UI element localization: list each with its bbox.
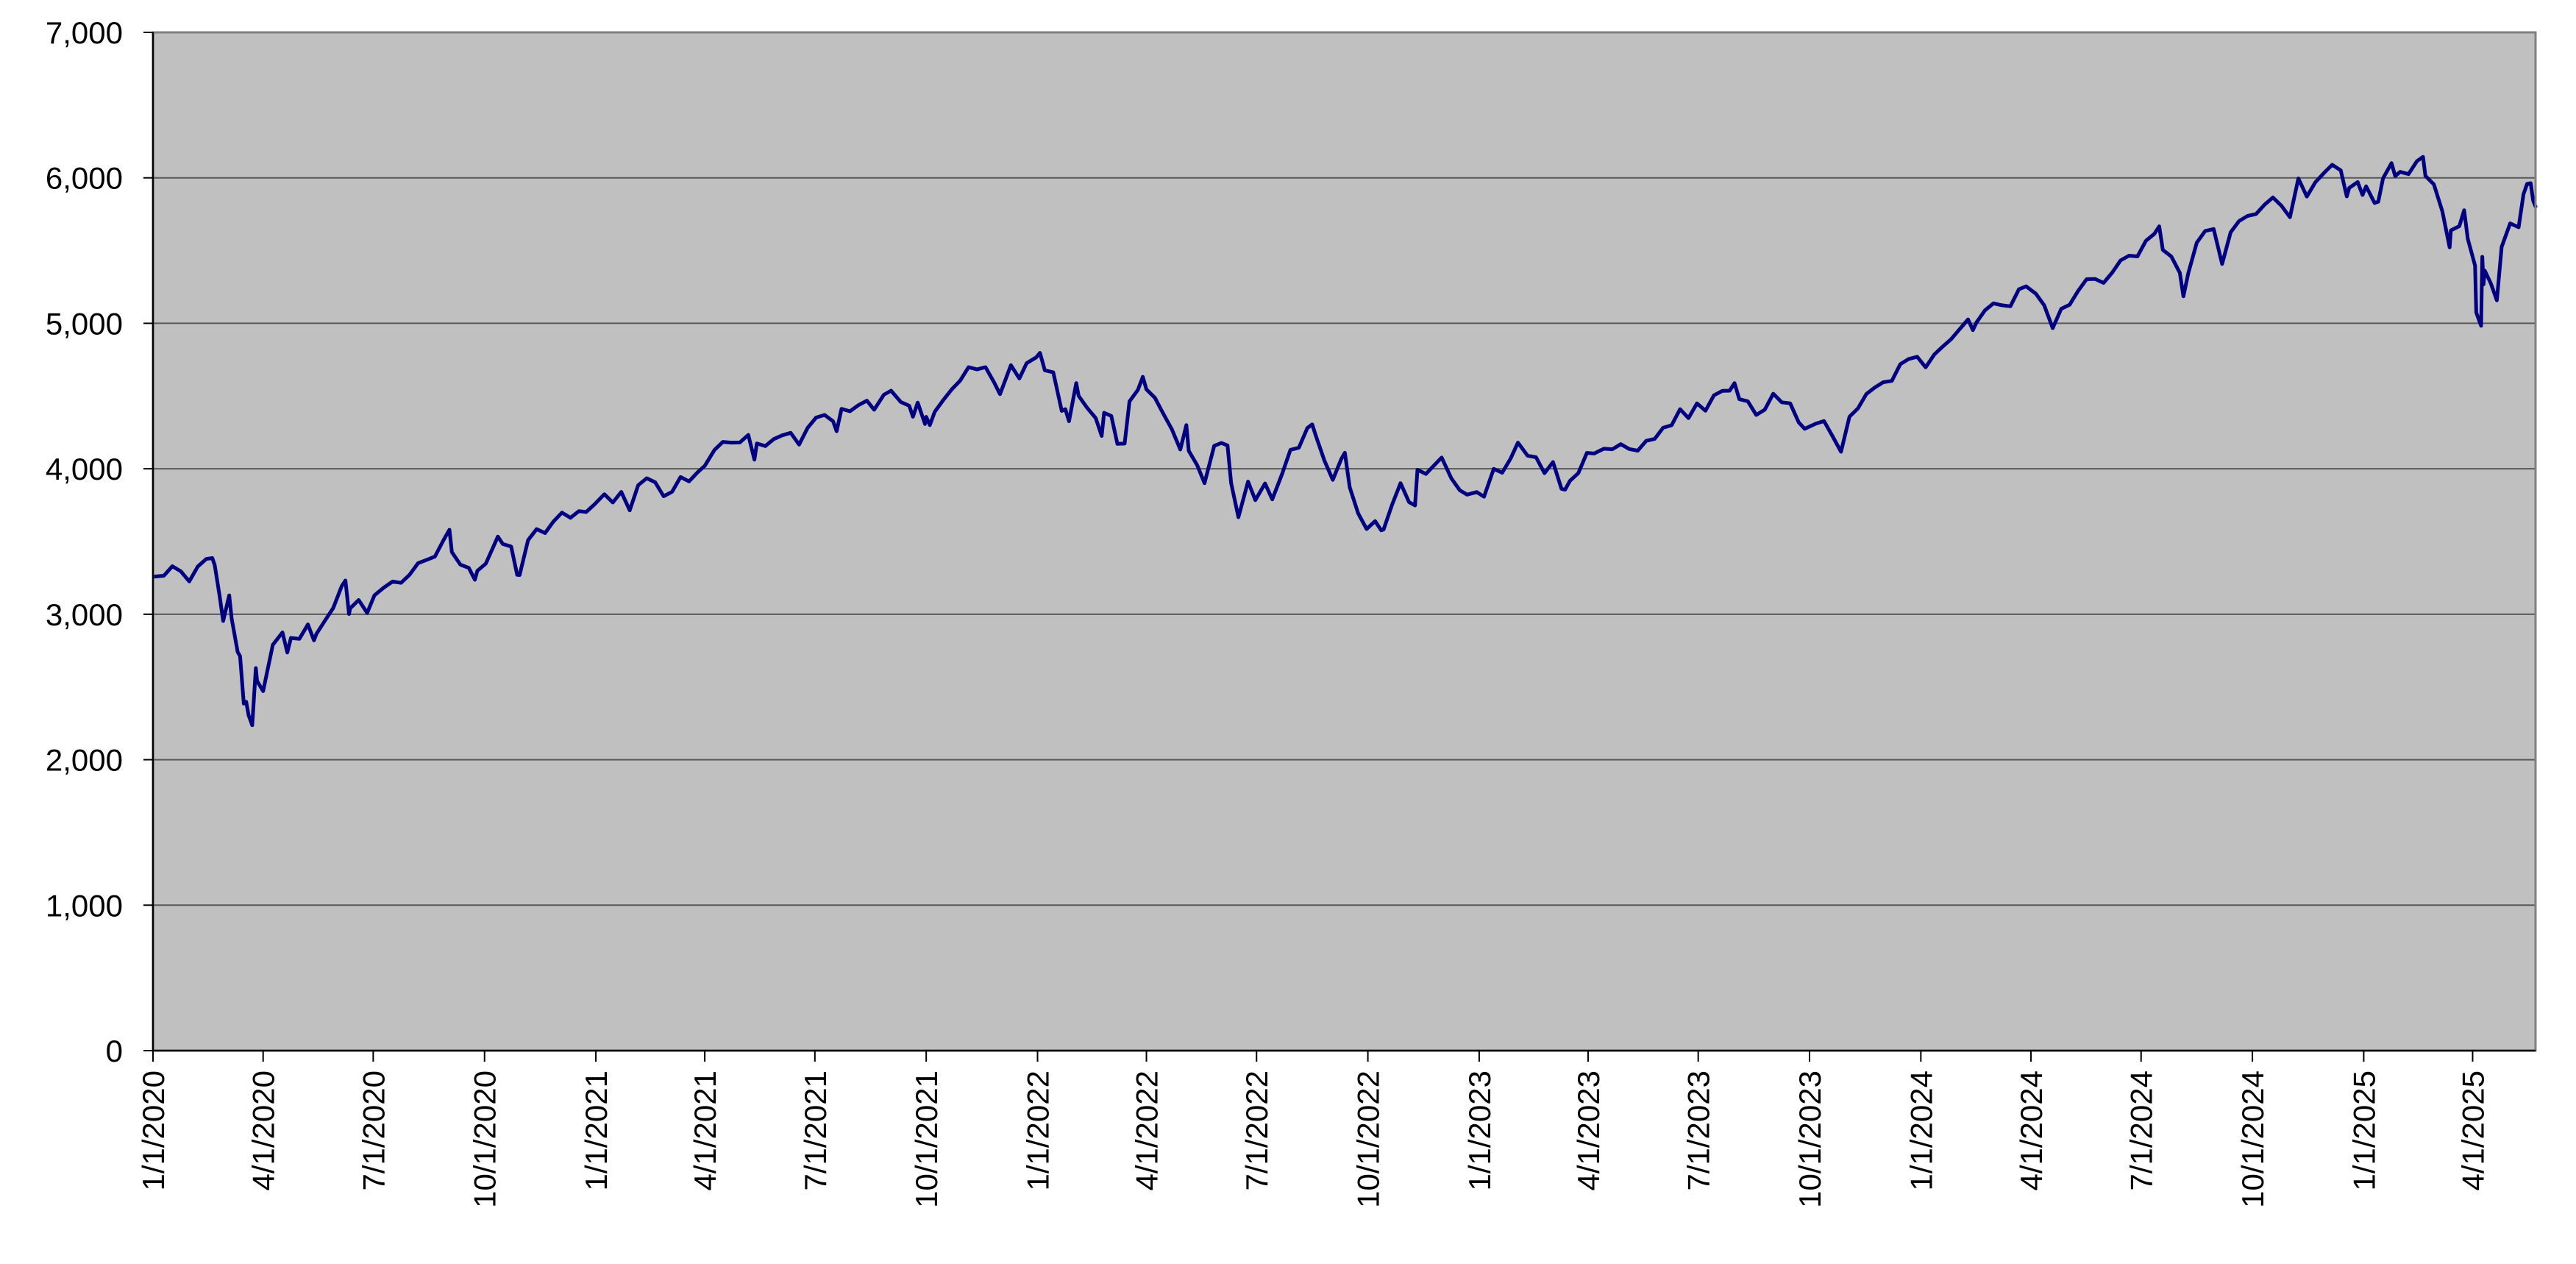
x-tick-label: 4/1/2023: [1571, 1071, 1606, 1191]
y-tick-label: 4,000: [46, 452, 123, 486]
y-tick-label: 5,000: [46, 306, 123, 341]
x-tick-label: 1/1/2021: [579, 1071, 613, 1191]
y-tick-label: 6,000: [46, 161, 123, 196]
x-tick-label: 7/1/2022: [1239, 1071, 1274, 1191]
x-tick-label: 10/1/2021: [909, 1071, 944, 1208]
x-tick-label: 7/1/2021: [798, 1071, 833, 1191]
y-tick-label: 3,000: [46, 597, 123, 632]
x-tick-label: 4/1/2024: [2014, 1071, 2049, 1191]
x-tick-label: 4/1/2025: [2455, 1071, 2490, 1191]
y-tick-label: 2,000: [46, 743, 123, 778]
x-tick-label: 10/1/2023: [1793, 1071, 1827, 1208]
y-tick-label: 7,000: [46, 15, 123, 50]
plot-area: [153, 32, 2536, 1051]
x-tick-label: 1/1/2024: [1904, 1071, 1938, 1191]
price-line: [152, 155, 2538, 728]
x-tick-label: 10/1/2020: [468, 1071, 502, 1208]
x-tick-label: 4/1/2021: [688, 1071, 722, 1191]
y-tick-label: 0: [106, 1034, 123, 1068]
x-tick-label: 1/1/2025: [2346, 1071, 2381, 1191]
x-tick-label: 1/1/2020: [136, 1071, 171, 1191]
x-tick-label: 1/1/2023: [1462, 1071, 1497, 1191]
x-tick-label: 7/1/2020: [356, 1071, 391, 1191]
x-tick-label: 10/1/2022: [1351, 1071, 1386, 1208]
x-tick-label: 10/1/2024: [2235, 1071, 2270, 1208]
y-tick-label: 1,000: [46, 888, 123, 923]
x-tick-label: 4/1/2022: [1130, 1071, 1164, 1191]
x-tick-label: 4/1/2020: [246, 1071, 281, 1191]
x-tick-label: 1/1/2022: [1020, 1071, 1055, 1191]
x-tick-label: 7/1/2023: [1682, 1071, 1716, 1191]
x-tick-label: 7/1/2024: [2124, 1071, 2159, 1191]
